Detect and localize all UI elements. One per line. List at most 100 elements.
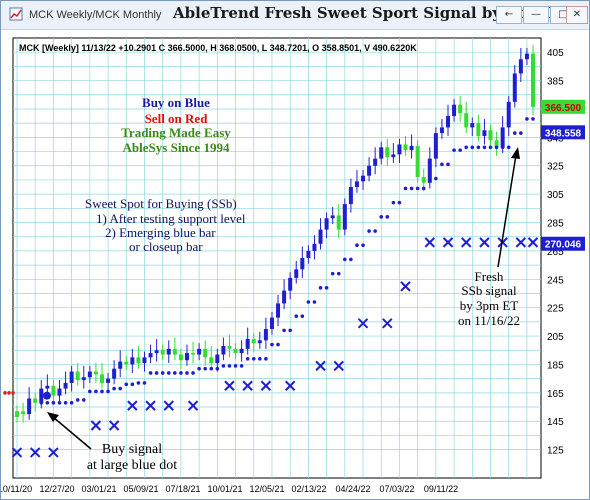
blue-stop-dot xyxy=(148,371,153,375)
blue-stop-dot xyxy=(221,364,226,368)
blue-stop-dot xyxy=(258,356,262,361)
tab-mck-weekly-monthly[interactable]: MCK Weekly/MCK Monthly xyxy=(29,9,162,21)
blue-stop-dot xyxy=(136,381,141,385)
x-mark xyxy=(260,380,272,391)
x-mark-stroke xyxy=(163,400,174,411)
minimize-button[interactable]: — xyxy=(523,6,549,24)
blue-stop-dot xyxy=(488,145,493,150)
candle-body xyxy=(488,130,493,141)
candle-body xyxy=(385,147,390,158)
x-mark xyxy=(108,420,120,431)
x-tick-label: 02/13/22 xyxy=(291,484,326,494)
candle-body xyxy=(21,411,26,415)
blue-stop-dot xyxy=(500,145,505,150)
x-mark-stroke xyxy=(400,281,411,292)
y-tick-label: 405 xyxy=(547,48,564,59)
blue-stop-dot xyxy=(130,382,135,387)
candle-body xyxy=(87,371,92,378)
candle-body xyxy=(524,53,529,60)
x-mark-stroke xyxy=(527,237,539,248)
x-mark xyxy=(224,380,235,391)
candle-body xyxy=(391,154,396,158)
candle-body xyxy=(276,303,281,318)
candle-body xyxy=(342,204,347,230)
blue-stop-dot xyxy=(160,371,165,375)
blue-stop-dot xyxy=(276,342,280,347)
candle-body xyxy=(75,371,80,381)
candle-body xyxy=(476,123,481,136)
blue-stop-dot xyxy=(306,300,311,304)
x-tick-label: 10/11/20 xyxy=(1,484,32,494)
blue-stop-dot xyxy=(185,371,189,375)
fresh-signal-arrow xyxy=(497,147,520,268)
candle-body xyxy=(324,218,329,230)
blue-stop-dot xyxy=(324,286,329,290)
note-fresh-1: Fresh xyxy=(475,269,504,284)
price-chart: 1251451651852052252452652853053253453653… xyxy=(1,37,585,494)
y-tick-label: 165 xyxy=(547,389,564,400)
x-mark xyxy=(163,400,174,411)
candle-body xyxy=(99,374,104,383)
candle-body xyxy=(136,357,141,364)
candle-body xyxy=(348,187,353,205)
red-stop-dot xyxy=(3,391,7,395)
blue-stop-dot xyxy=(294,314,299,318)
blue-stop-dot xyxy=(330,271,335,276)
x-mark-stroke xyxy=(145,400,156,411)
candle-body xyxy=(166,348,171,355)
blue-stop-dot xyxy=(300,314,305,318)
window-title: AbleTrend Fresh Sweet Sport Signal by 3p… xyxy=(173,4,571,22)
candle-body xyxy=(172,348,177,355)
red-stop-dot xyxy=(11,391,15,395)
candle-body xyxy=(69,371,74,383)
blue-stop-dot xyxy=(336,271,341,276)
blue-stop-dot xyxy=(209,366,214,371)
y-tick-label: 265 xyxy=(547,247,564,258)
x-mark xyxy=(357,318,369,329)
candle-body xyxy=(215,354,220,364)
blue-stop-dot xyxy=(415,186,420,191)
note-trading-made-easy: Trading Made Easy xyxy=(121,125,231,140)
x-mark xyxy=(30,447,41,458)
candle-body xyxy=(433,133,438,159)
back-arrow-button[interactable]: ← xyxy=(496,6,522,24)
blue-stop-dot xyxy=(470,145,475,150)
x-mark xyxy=(515,237,527,248)
candle-body xyxy=(245,338,250,349)
blue-stop-dot xyxy=(227,364,232,368)
x-tick-label: 05/09/21 xyxy=(123,484,158,494)
note-ablesys: AbleSys Since 1994 xyxy=(123,140,230,155)
price-flags: 366.500 348.558 270.046 xyxy=(541,99,585,251)
stop-dots-layer xyxy=(39,117,535,405)
blue-stop-dot xyxy=(191,371,195,375)
candle-body xyxy=(221,346,226,355)
note-sweet-spot-2: 2) Emerging blue bar xyxy=(105,225,216,240)
price-flag-label: 348.558 xyxy=(545,128,582,139)
y-tick-label: 325 xyxy=(547,162,564,173)
close-button[interactable]: ✕ xyxy=(566,6,588,24)
blue-stop-dot xyxy=(251,356,256,361)
blue-stop-dot xyxy=(494,145,499,150)
y-tick-label: 245 xyxy=(547,275,564,286)
blue-stop-dot xyxy=(349,257,353,262)
x-mark xyxy=(442,237,454,248)
candle-body xyxy=(427,158,432,183)
blue-stop-dot xyxy=(421,186,426,191)
x-tick-label: 09/11/22 xyxy=(424,484,458,494)
candle-body xyxy=(93,371,98,375)
x-mark-stroke xyxy=(11,447,23,458)
blue-stop-dot xyxy=(45,400,50,405)
candle-body xyxy=(421,177,426,183)
x-mark-stroke xyxy=(90,420,102,431)
candle-body xyxy=(458,104,463,114)
candle-body xyxy=(361,175,366,182)
candle-body xyxy=(506,101,511,128)
blue-stop-dot xyxy=(385,215,390,219)
candle-body xyxy=(403,144,408,151)
candle-body xyxy=(288,277,293,291)
candle-body xyxy=(81,377,86,381)
blue-stop-dot xyxy=(476,145,481,150)
candle-body xyxy=(148,353,153,358)
x-mark-stroke xyxy=(284,380,296,391)
candle-body xyxy=(118,361,123,369)
